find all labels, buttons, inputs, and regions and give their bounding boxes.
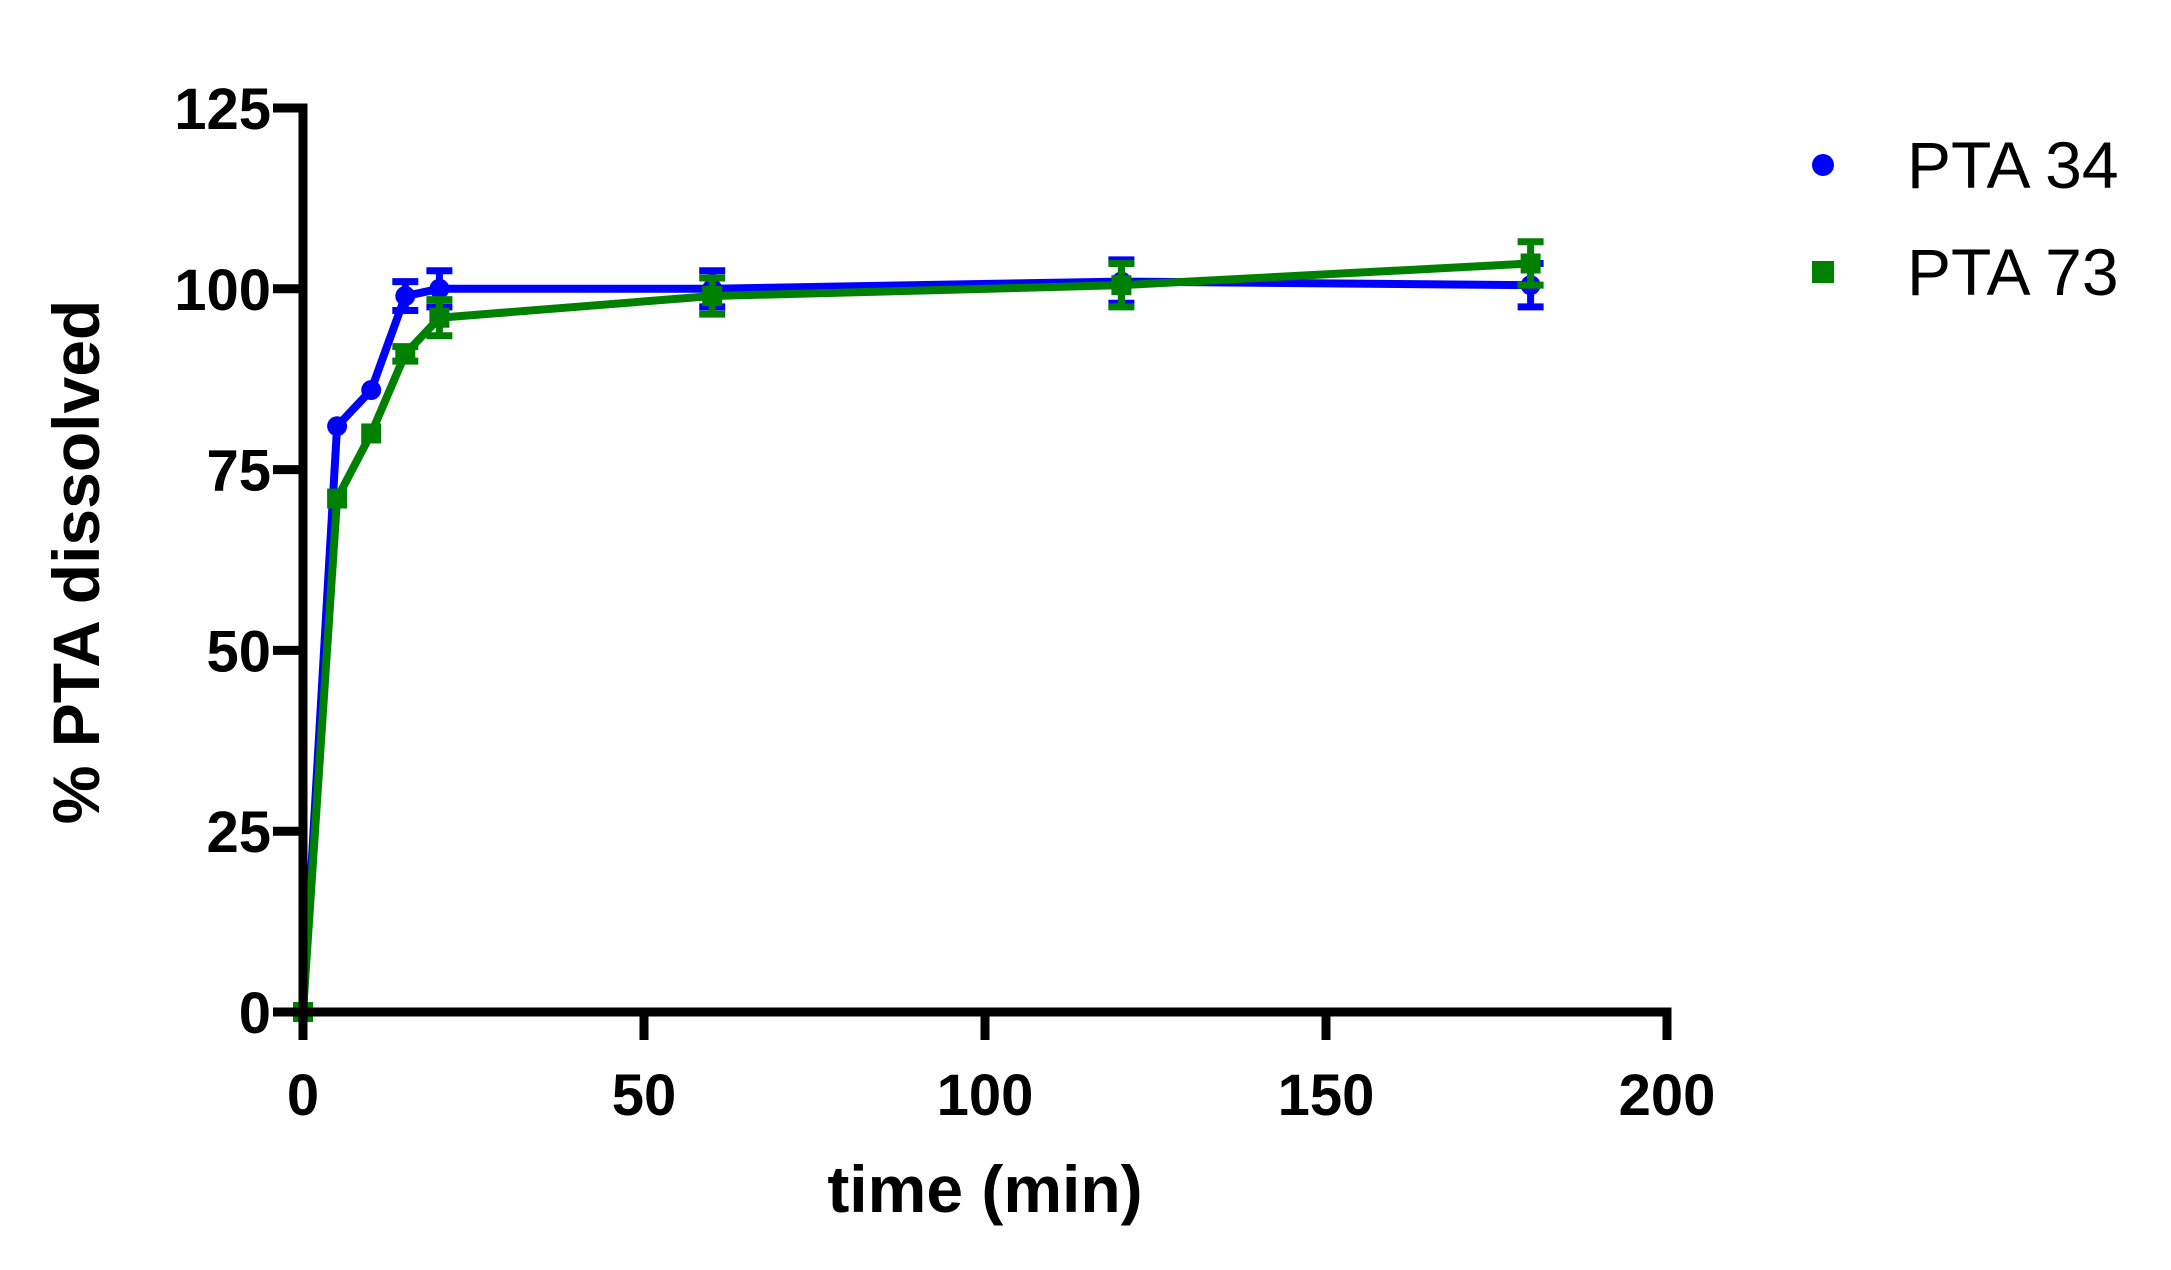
data-point (395, 343, 416, 364)
data-point (327, 488, 348, 509)
x-tick-label: 50 (612, 1063, 677, 1128)
plot-series (293, 238, 1544, 1022)
x-ticks: 0 50 100 150 200 (287, 1012, 1716, 1128)
y-tick-label: 100 (174, 258, 271, 323)
data-point (429, 278, 450, 299)
data-point (361, 423, 382, 444)
data-point (702, 286, 723, 307)
y-ticks: 0 25 50 75 100 125 (174, 77, 303, 1046)
data-point (1812, 261, 1834, 283)
legend-label: PTA 34 (1907, 128, 2119, 202)
y-tick-label: 125 (174, 77, 271, 142)
y-tick-label: 25 (206, 800, 271, 865)
legend-item: PTA 34 (1812, 128, 2119, 202)
y-tick-label: 0 (239, 981, 271, 1046)
data-point (361, 380, 382, 401)
x-tick-label: 100 (937, 1063, 1034, 1128)
series-line (299, 277, 1531, 1013)
data-point (429, 307, 450, 328)
series-line (299, 259, 1531, 1013)
y-tick-label: 50 (206, 619, 271, 684)
y-axis-title: % PTA dissolved (39, 300, 113, 824)
x-tick-label: 200 (1619, 1063, 1716, 1128)
series-pta-34 (293, 256, 1544, 1022)
legend-label: PTA 73 (1907, 235, 2119, 309)
data-point (1111, 275, 1132, 296)
data-point (327, 416, 348, 437)
x-tick-label: 0 (287, 1063, 319, 1128)
x-tick-label: 150 (1278, 1063, 1375, 1128)
x-axis-title: time (min) (827, 1152, 1142, 1226)
series-pta-73 (293, 238, 1544, 1022)
legend: PTA 34 PTA 73 (1812, 128, 2119, 309)
data-point (395, 286, 416, 307)
y-tick-label: 75 (206, 439, 271, 504)
legend-item: PTA 73 (1812, 235, 2119, 309)
data-point (1812, 154, 1834, 176)
data-point (1520, 253, 1541, 274)
